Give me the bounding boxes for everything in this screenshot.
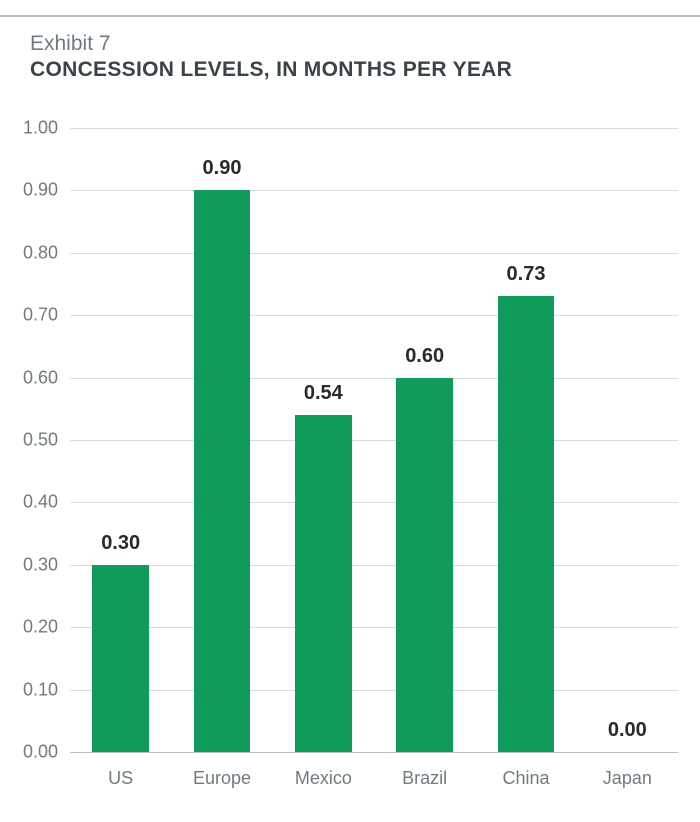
x-tick-label: US	[108, 768, 133, 789]
y-tick-label: 0.30	[23, 554, 58, 575]
bar	[396, 378, 453, 752]
gridline	[70, 440, 678, 441]
bar	[295, 415, 352, 752]
bar-value-label: 0.30	[101, 532, 140, 555]
chart-frame: Exhibit 7 CONCESSION LEVELS, IN MONTHS P…	[0, 0, 700, 822]
y-tick-label: 0.40	[23, 492, 58, 513]
exhibit-label: Exhibit 7	[30, 32, 111, 56]
y-tick-label: 0.80	[23, 242, 58, 263]
x-tick-label: China	[502, 768, 549, 789]
y-tick-label: 0.00	[23, 742, 58, 763]
x-tick-label: Europe	[193, 768, 251, 789]
plot-area: 0.000.100.200.300.400.500.600.700.800.90…	[70, 128, 678, 752]
y-tick-label: 1.00	[23, 118, 58, 139]
gridline	[70, 690, 678, 691]
x-axis-baseline	[70, 752, 678, 753]
chart-title: CONCESSION LEVELS, IN MONTHS PER YEAR	[30, 58, 512, 82]
x-tick-label: Japan	[603, 768, 652, 789]
y-tick-label: 0.20	[23, 617, 58, 638]
gridline	[70, 253, 678, 254]
gridline	[70, 128, 678, 129]
gridline	[70, 378, 678, 379]
bar-value-label: 0.00	[608, 719, 647, 742]
x-tick-label: Brazil	[402, 768, 447, 789]
bar-value-label: 0.90	[203, 157, 242, 180]
gridline	[70, 502, 678, 503]
x-tick-label: Mexico	[295, 768, 352, 789]
y-tick-label: 0.90	[23, 180, 58, 201]
gridline	[70, 565, 678, 566]
bar	[92, 565, 149, 752]
bar-value-label: 0.54	[304, 382, 343, 405]
top-rule	[0, 15, 700, 17]
bar	[498, 296, 555, 752]
gridline	[70, 315, 678, 316]
bar-value-label: 0.73	[507, 263, 546, 286]
bar	[194, 190, 251, 752]
y-tick-label: 0.50	[23, 430, 58, 451]
gridline	[70, 190, 678, 191]
y-tick-label: 0.60	[23, 367, 58, 388]
y-tick-label: 0.70	[23, 305, 58, 326]
bar-value-label: 0.60	[405, 345, 444, 368]
y-tick-label: 0.10	[23, 679, 58, 700]
gridline	[70, 627, 678, 628]
